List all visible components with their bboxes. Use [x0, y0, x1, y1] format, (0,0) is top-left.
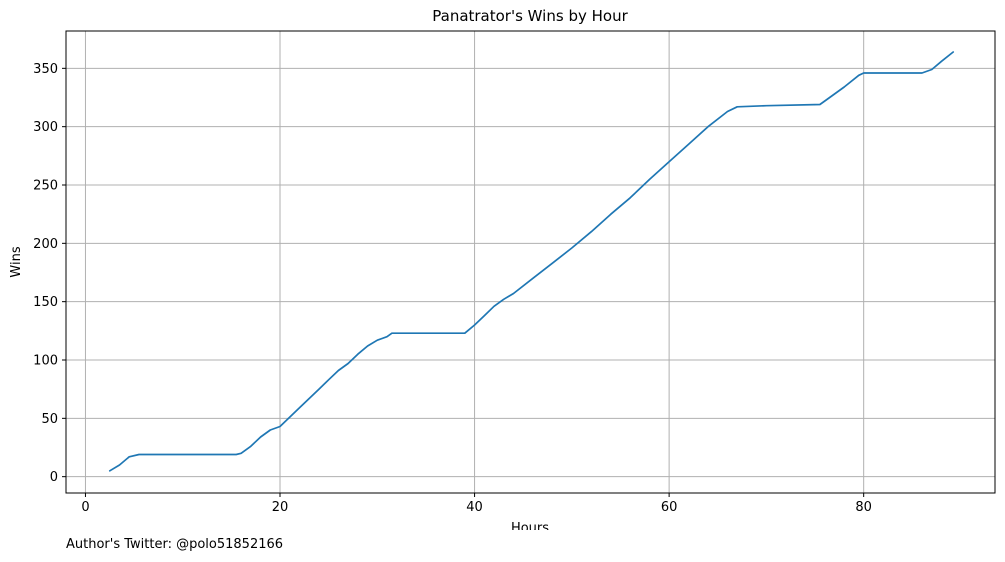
x-tick-label: 0 — [81, 500, 89, 515]
chart-title: Panatrator's Wins by Hour — [432, 7, 628, 25]
y-tick-label: 200 — [33, 237, 58, 252]
series-line-0 — [108, 51, 955, 472]
x-axis: 0 20 40 60 80 — [81, 493, 872, 515]
y-tick-label: 50 — [41, 412, 58, 427]
y-axis-label: Wins — [9, 246, 24, 277]
y-tick-label: 350 — [33, 62, 58, 77]
y-tick-label: 250 — [33, 179, 58, 194]
chart: Panatrator's Wins by Hour 0 20 40 60 80 0 50 1… — [9, 7, 996, 530]
x-tick-label: 20 — [272, 500, 289, 515]
series-layer — [108, 51, 955, 472]
author-credit: Author's Twitter: @polo51852166 — [66, 537, 284, 552]
y-tick-label: 300 — [33, 120, 58, 135]
x-axis-label: Hours — [511, 521, 549, 530]
y-tick-label: 100 — [33, 354, 58, 369]
plot-frame — [65, 30, 996, 494]
y-tick-label: 0 — [50, 470, 58, 485]
x-tick-label: 80 — [855, 500, 872, 515]
x-tick-label: 60 — [661, 500, 678, 515]
y-axis: 0 50 100 150 200 250 300 350 — [33, 62, 66, 485]
grid — [66, 31, 995, 493]
y-tick-label: 150 — [33, 295, 58, 310]
x-tick-label: 40 — [466, 500, 483, 515]
